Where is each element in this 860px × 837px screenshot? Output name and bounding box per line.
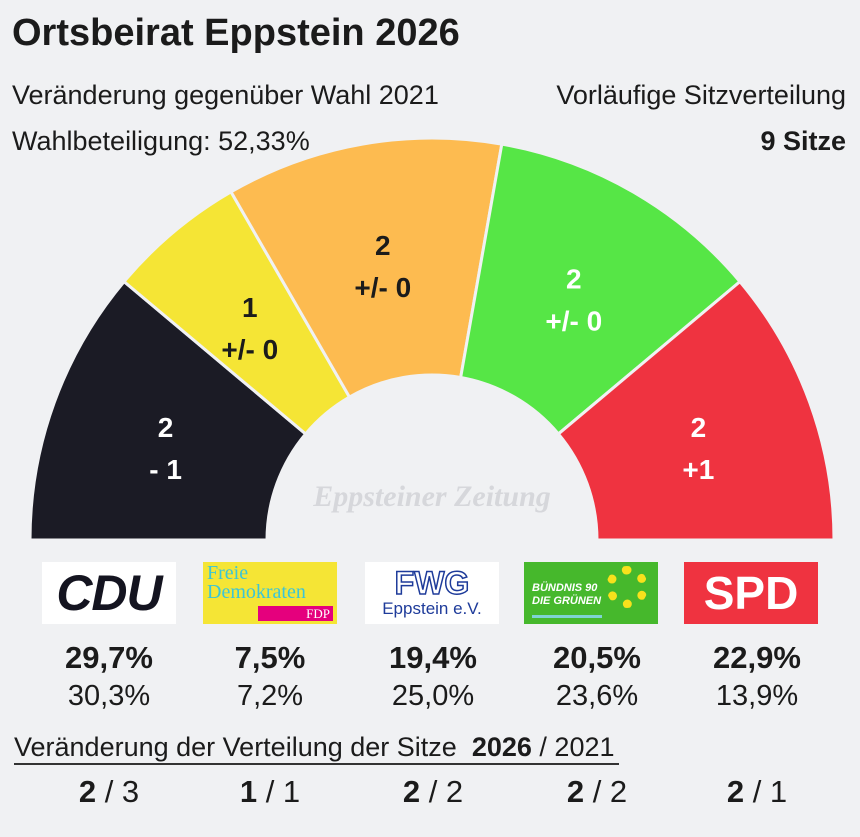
logo-gruene-text1: BÜNDNIS 90 [532, 582, 598, 594]
pct-2026: 29,7% [65, 640, 153, 675]
logo-fdp-text1: Freie [207, 562, 249, 584]
logo-fdp-text3: FDP [258, 606, 333, 621]
seat-change: 2 / 2 [358, 774, 508, 810]
seats-total: 9 Sitze [760, 126, 846, 156]
logo-gruene: BÜNDNIS 90 DIE GRÜNEN [524, 562, 658, 624]
segment-spd [556, 279, 836, 542]
logo-cdu: CDU [42, 562, 176, 624]
seat-change: 2 / 2 [522, 774, 672, 810]
seats-new: 1 [239, 774, 258, 809]
logo-fwg-text2: Eppstein e.V. [382, 599, 482, 618]
pct-2021: 13,9% [715, 680, 799, 712]
seats-label: 2 [566, 263, 582, 294]
pct-2021: 30,3% [67, 680, 151, 712]
change-label: +/- 0 [545, 305, 602, 336]
page-title: Ortsbeirat Eppstein 2026 [12, 12, 460, 54]
seats-old: / 3 [104, 774, 140, 809]
seats-old: / 2 [592, 774, 628, 809]
seats-new: 2 [566, 774, 585, 809]
seat-change-heading-text: Veränderung der Verteilung der Sitze [14, 732, 457, 762]
change-label: +/- 0 [221, 334, 278, 365]
seats-label: 2 [158, 412, 174, 443]
change-label: - 1 [149, 454, 182, 485]
segment-fwg [228, 136, 504, 400]
seats-label: 1 [242, 292, 258, 323]
subtitle-seats: Vorläufige Sitzverteilung [556, 80, 846, 110]
pct-2021: 23,6% [555, 680, 639, 712]
seat-change: 1 / 1 [195, 774, 345, 810]
logo-fwg: FWG Eppstein e.V. [365, 562, 499, 624]
seats-old: / 2 [428, 774, 464, 809]
logo-fdp: Freie Demokraten FDP [203, 562, 337, 624]
pct-2021: 7,2% [236, 680, 304, 712]
seat-change: 2 / 3 [34, 774, 184, 810]
year-old: / 2021 [539, 732, 615, 762]
seats-new: 2 [726, 774, 745, 809]
seat-change: 2 / 1 [682, 774, 832, 810]
seats-label: 2 [691, 412, 707, 443]
pct-2026: 19,4% [389, 640, 477, 675]
logo-gruene-text2: DIE GRÜNEN [532, 595, 602, 607]
year-new: 2026 [471, 732, 532, 762]
seats-label: 2 [375, 230, 391, 261]
logo-spd: SPD [684, 562, 818, 624]
pct-2026: 22,9% [713, 640, 801, 675]
logo-fwg-text1: FWG [394, 565, 470, 601]
pct-2026: 7,5% [234, 640, 306, 675]
logo-fdp-text2: Demokraten [207, 581, 306, 603]
seats-new: 2 [402, 774, 421, 809]
turnout: Wahlbeteiligung: 52,33% [12, 126, 310, 156]
segment-grüne [458, 142, 743, 437]
logo-cdu-text: CDU [56, 565, 162, 621]
segment-cdu [28, 279, 308, 542]
seats-old: / 1 [265, 774, 301, 809]
change-label: +1 [682, 454, 714, 485]
seats-old: / 1 [752, 774, 788, 809]
change-label: +/- 0 [354, 272, 411, 303]
logo-spd-text: SPD [703, 567, 799, 619]
pct-2026: 20,5% [553, 640, 641, 675]
seat-chart: 2 - 1 1 +/- 0 2 +/- 0 2 +/- 0 2 +1 [28, 136, 836, 542]
watermark: Eppsteiner Zeitung [313, 480, 551, 513]
seats-new: 2 [78, 774, 97, 809]
pct-2021: 25,0% [391, 680, 475, 712]
subtitle-change: Veränderung gegenüber Wahl 2021 [12, 80, 439, 110]
seat-change-heading: Veränderung der Verteilung der Sitze 202… [14, 732, 619, 765]
sunflower-icon [606, 566, 648, 608]
